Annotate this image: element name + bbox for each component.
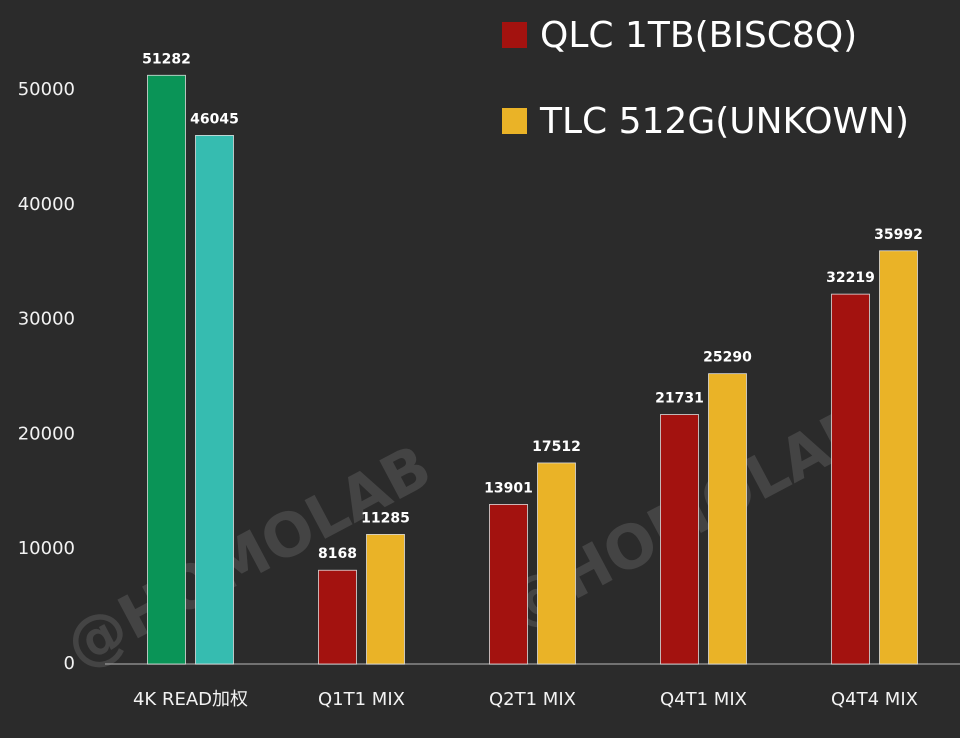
x-tick-label: Q1T1 MIX	[318, 689, 405, 710]
bar	[366, 534, 405, 665]
x-tick-label: Q4T4 MIX	[831, 689, 918, 710]
value-label: 35992	[874, 227, 923, 243]
y-tick-label: 50000	[18, 79, 75, 100]
x-tick-label: 4K READ加权	[133, 689, 248, 710]
x-tick-label: Q2T1 MIX	[489, 689, 576, 710]
bar	[879, 250, 918, 665]
y-tick-label: 20000	[18, 423, 75, 444]
value-label: 51282	[142, 51, 191, 67]
bar	[147, 74, 186, 665]
value-label: 32219	[826, 270, 875, 286]
bar	[708, 373, 747, 665]
legend-swatch	[502, 22, 527, 48]
bar	[318, 569, 357, 665]
value-label: 25290	[703, 350, 752, 366]
bar	[537, 462, 576, 665]
y-tick-label: 30000	[18, 309, 75, 330]
y-tick-label: 40000	[18, 194, 75, 215]
value-label: 46045	[190, 111, 239, 127]
value-label: 13901	[484, 480, 533, 496]
legend-swatch	[502, 108, 527, 134]
bar	[831, 293, 870, 665]
x-tick-label: Q4T1 MIX	[660, 689, 747, 710]
bar	[489, 504, 528, 665]
y-tick-label: 0	[64, 653, 75, 674]
y-tick-label: 10000	[18, 538, 75, 559]
value-label: 17512	[532, 439, 581, 455]
value-label: 11285	[361, 510, 410, 526]
bar	[660, 414, 699, 665]
bar	[195, 135, 234, 665]
legend-label: QLC 1TB(BISC8Q)	[540, 15, 857, 56]
value-label: 21731	[655, 391, 704, 407]
legend-label: TLC 512G(UNKOWN)	[539, 101, 909, 142]
value-label: 8168	[318, 546, 357, 562]
